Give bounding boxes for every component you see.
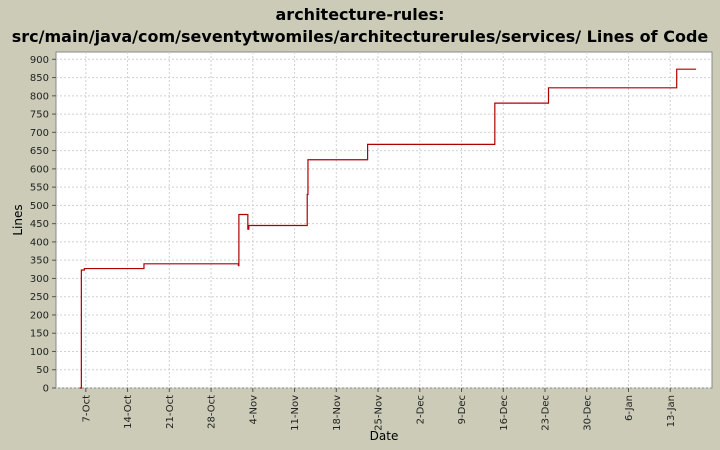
x-tick-label: 21-Oct [165, 395, 176, 429]
y-tick-label: 450 [30, 219, 49, 230]
series-layer [79, 68, 697, 389]
y-tick-label: 600 [30, 164, 49, 175]
y-tick-label: 800 [30, 91, 49, 102]
y-tick-label: 200 [30, 310, 49, 321]
y-tick-label: 850 [30, 73, 49, 84]
x-tick-label: 25-Nov [374, 395, 385, 431]
y-tick-label: 400 [30, 237, 49, 248]
axes: 0 50 100 150 200 250 300 350 400 450 500 550 600 650 7… [30, 55, 677, 431]
y-tick-label: 150 [30, 329, 49, 340]
plot-area [55, 51, 713, 389]
y-tick-label: 250 [30, 292, 49, 303]
x-tick-label: 14-Oct [123, 395, 134, 429]
y-tick-label: 750 [30, 110, 49, 121]
y-tick-label: 900 [30, 55, 49, 66]
x-tick-label: 2-Dec [415, 395, 426, 424]
y-tick-label: 100 [30, 347, 49, 358]
x-tick-label: 7-Oct [81, 395, 92, 423]
y-tick-label: 0 [43, 384, 49, 395]
chart-title-line-2: src/main/java/com/seventytwomiles/archit… [12, 27, 709, 46]
y-tick-label: 700 [30, 128, 49, 139]
y-axis-label: Lines [11, 204, 25, 235]
x-tick-label: 11-Nov [290, 395, 301, 431]
x-axis-label: Date [370, 429, 399, 443]
chart-title-line-1: architecture-rules: [276, 5, 445, 24]
grid-lines [56, 52, 712, 389]
x-tick-label: 6-Jan [624, 395, 635, 421]
x-tick-label: 9-Dec [457, 395, 468, 424]
x-tick-label: 4-Nov [248, 395, 259, 425]
x-tick-label: 18-Nov [332, 395, 343, 431]
y-tick-label: 300 [30, 274, 49, 285]
y-tick-label: 550 [30, 183, 49, 194]
y-tick-label: 650 [30, 146, 49, 157]
x-tick-label: 28-Oct [207, 395, 218, 429]
x-tick-label: 23-Dec [541, 395, 552, 431]
x-tick-label: 13-Jan [666, 395, 677, 427]
series-line [79, 68, 697, 389]
x-tick-label: 30-Dec [582, 395, 593, 431]
y-tick-label: 350 [30, 256, 49, 267]
y-tick-label: 50 [36, 365, 49, 376]
y-tick-label: 500 [30, 201, 49, 212]
x-tick-label: 16-Dec [499, 395, 510, 431]
